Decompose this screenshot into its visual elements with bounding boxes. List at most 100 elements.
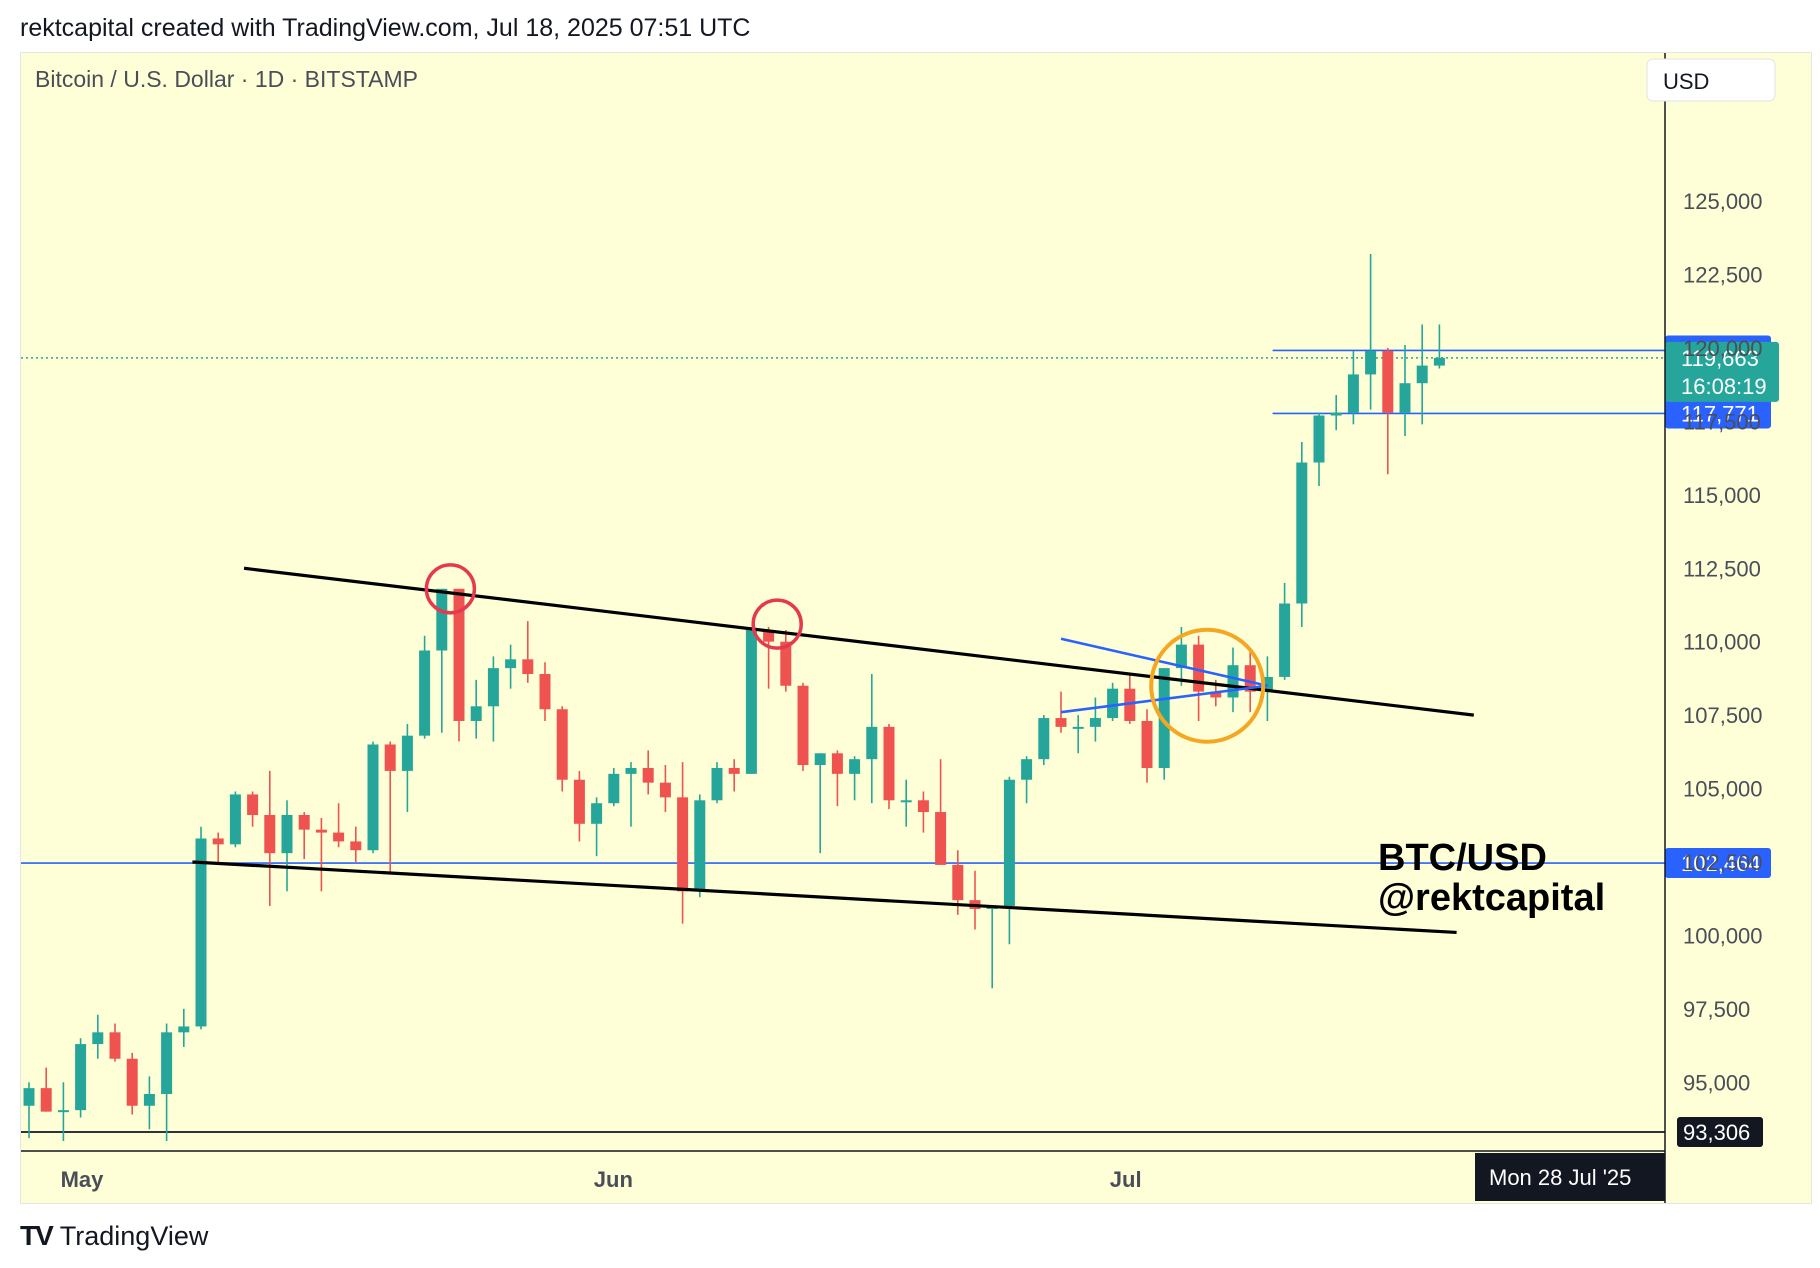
candle [178,1008,190,1048]
y-tick-label: 115,000 [1683,483,1761,508]
candle-body [57,1110,69,1113]
candle-body [728,767,740,774]
candle [591,797,603,857]
candle [333,803,345,848]
candle [264,770,276,907]
candle-body [40,1088,52,1112]
candle [367,741,379,854]
candle [900,779,912,827]
candle-body [1416,365,1428,384]
candle-body [677,797,689,892]
candle-body [229,794,241,845]
candle-body [1038,718,1050,760]
watermark-line-2: @rektcapital [1378,877,1605,919]
candle-body [1055,718,1067,727]
candle [1365,253,1377,410]
candlestick-chart[interactable]: 119,916117,771102,46493,306119,66316:08:… [21,53,1811,1203]
price-level-label: 117,771 [1681,401,1759,426]
candle [1003,776,1015,945]
candle [247,791,259,827]
candle-body [797,685,809,766]
candle-body [1261,676,1273,692]
trendline [192,860,1457,935]
bottom-level-label: 93,306 [1683,1120,1750,1145]
candle-body [92,1032,104,1045]
candle [57,1082,69,1141]
candle [711,762,723,804]
x-tick-label: Jun [594,1167,633,1192]
last-price-box [1665,341,1779,402]
currency-button[interactable]: USD [1646,58,1776,102]
candle-body [75,1044,87,1111]
candle [556,706,568,792]
candle [745,627,757,774]
candle [573,770,585,842]
candle-body [367,744,379,851]
candle [814,753,826,854]
candle [677,762,689,924]
candle [1382,347,1394,475]
candle [195,826,207,1030]
candle-body [1158,668,1170,768]
candle [453,588,465,742]
candle [1416,324,1428,425]
candle [522,621,534,683]
candle-body [900,800,912,803]
candle-body [1347,374,1359,413]
bottom-level-box [1677,1117,1763,1148]
candle [1107,682,1119,721]
candle [608,767,620,807]
candle-body [849,759,861,774]
cursor-date-box [1475,1153,1665,1201]
watermark-line-1: BTC/USD [1378,837,1547,879]
candle-body [1124,688,1136,721]
candle-body [384,744,396,771]
candle-body [1021,759,1033,780]
candle-body [608,773,620,804]
candle-body [1107,688,1119,719]
candle [384,741,396,874]
candle-body [1193,644,1205,692]
candle [161,1023,173,1141]
candle-body [935,812,947,865]
candle-body [711,767,723,801]
candle [350,826,362,862]
candle-body [1330,412,1342,416]
chart-panel[interactable]: 119,916117,771102,46493,306119,66316:08:… [20,52,1812,1204]
candle [1330,394,1342,431]
candle-body [1244,665,1256,692]
candle [298,812,310,860]
candle [23,1082,35,1139]
candle [694,794,706,898]
candle-body [1175,644,1187,669]
candle-body [814,753,826,766]
candle-body [419,650,431,736]
candle-body [883,726,895,801]
y-tick-label: 107,500 [1683,703,1763,728]
candle-body [453,588,465,721]
y-tick-label: 122,500 [1683,263,1763,288]
candle-body [831,753,843,774]
candle-body [763,629,775,642]
candle-body [745,629,757,774]
candle [831,750,843,807]
tradingview-footer[interactable]: TV TradingView [20,1220,208,1252]
last-price-label: 119,663 [1681,346,1759,371]
y-tick-label: 100,000 [1683,923,1763,948]
y-tick-label: 95,000 [1683,1070,1750,1095]
triangle-lower-line [1060,684,1268,714]
candle-body [436,588,448,651]
candle [281,800,293,892]
orange-circle-marker [1149,627,1266,744]
candle-body [1210,691,1222,698]
candle-body [1382,350,1394,413]
red-circle-marker [424,563,477,615]
candle-body [505,659,517,669]
candle-body [315,829,327,833]
candle [126,1052,138,1115]
candle-body [161,1032,173,1095]
horizontal-lines: 119,916117,771102,46493,306119,66316:08:… [21,335,1779,1148]
candle-body [350,841,362,851]
candle [728,759,740,792]
candle [1227,647,1239,713]
